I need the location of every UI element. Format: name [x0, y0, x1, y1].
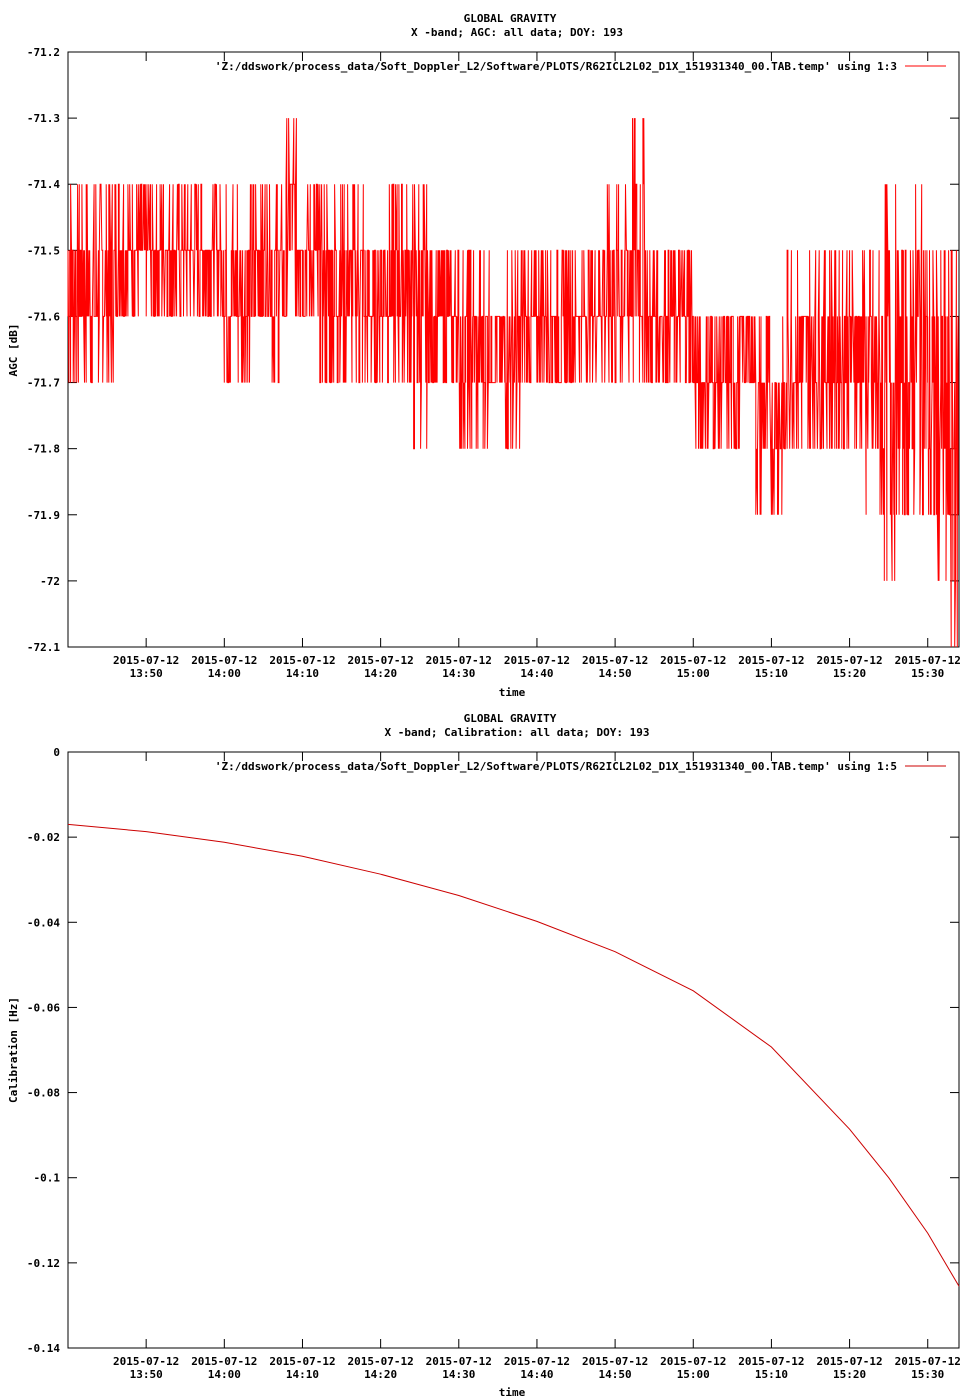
x-tick-time: 15:20 [833, 1368, 866, 1381]
x-tick-date: 2015-07-12 [348, 654, 414, 667]
x-tick-time: 15:10 [755, 1368, 788, 1381]
y-axis-label: AGC [dB] [7, 324, 20, 377]
y-tick-label: 0 [53, 746, 60, 759]
series-line [67, 118, 959, 648]
x-tick-time: 15:20 [833, 667, 866, 680]
y-tick-label: -0.14 [27, 1342, 60, 1355]
x-tick-time: 15:30 [911, 1368, 944, 1381]
x-tick-time: 14:30 [442, 1368, 475, 1381]
x-tick-date: 2015-07-12 [895, 1355, 961, 1368]
x-tick-date: 2015-07-12 [738, 654, 804, 667]
x-tick-time: 14:20 [364, 1368, 397, 1381]
x-tick-time: 15:00 [677, 1368, 710, 1381]
plot-frame [67, 51, 960, 648]
x-axis: 2015-07-1213:502015-07-1214:002015-07-12… [113, 752, 961, 1381]
x-axis: 2015-07-1213:502015-07-1214:002015-07-12… [113, 52, 961, 680]
y-tick-label: -71.2 [27, 46, 60, 59]
x-tick-date: 2015-07-12 [191, 1355, 257, 1368]
x-tick-date: 2015-07-12 [660, 654, 726, 667]
series-layer [67, 118, 959, 648]
x-tick-time: 14:00 [208, 1368, 241, 1381]
y-axis: 0 -0.02 -0.04 -0.06 -0.08 -0.1 -0.12 -0.14 [27, 746, 959, 1355]
y-tick-label: -0.04 [27, 916, 60, 929]
y-tick-label: -72.1 [27, 641, 60, 654]
y-tick-label: -71.9 [27, 509, 60, 522]
legend-entry: 'Z:/ddswork/process_data/Soft_Doppler_L2… [215, 760, 897, 773]
chart-subtitle: X -band; AGC: all data; DOY: 193 [411, 26, 623, 39]
x-tick-date: 2015-07-12 [269, 1355, 335, 1368]
chart-title: GLOBAL GRAVITY [464, 712, 557, 725]
x-tick-date: 2015-07-12 [426, 654, 492, 667]
x-tick-date: 2015-07-12 [895, 654, 961, 667]
y-tick-label: -0.02 [27, 831, 60, 844]
x-tick-time: 14:50 [599, 1368, 632, 1381]
x-tick-date: 2015-07-12 [504, 654, 570, 667]
x-tick-date: 2015-07-12 [113, 1355, 179, 1368]
y-tick-label: -71.8 [27, 443, 60, 456]
x-tick-time: 15:30 [911, 667, 944, 680]
plot-frame [67, 751, 960, 1349]
agc-chart: GLOBAL GRAVITY X -band; AGC: all data; D… [7, 12, 961, 699]
x-tick-date: 2015-07-12 [426, 1355, 492, 1368]
y-tick-label: -72 [40, 575, 60, 588]
x-tick-time: 13:50 [130, 667, 163, 680]
x-tick-date: 2015-07-12 [816, 654, 882, 667]
x-axis-label: time [499, 686, 526, 699]
x-tick-date: 2015-07-12 [660, 1355, 726, 1368]
x-tick-date: 2015-07-12 [113, 654, 179, 667]
x-tick-time: 14:40 [520, 1368, 553, 1381]
chart-subtitle: X -band; Calibration: all data; DOY: 193 [385, 726, 650, 739]
calibration-chart: GLOBAL GRAVITY X -band; Calibration: all… [7, 712, 961, 1399]
y-tick-label: -71.5 [27, 244, 60, 257]
chart-title: GLOBAL GRAVITY [464, 12, 557, 25]
x-tick-time: 14:10 [286, 667, 319, 680]
x-tick-time: 14:40 [520, 667, 553, 680]
x-tick-date: 2015-07-12 [816, 1355, 882, 1368]
x-tick-time: 14:00 [208, 667, 241, 680]
x-tick-date: 2015-07-12 [504, 1355, 570, 1368]
x-tick-date: 2015-07-12 [582, 1355, 648, 1368]
y-tick-label: -0.06 [27, 1001, 60, 1014]
x-tick-time: 13:50 [130, 1368, 163, 1381]
x-tick-time: 14:10 [286, 1368, 319, 1381]
series-line [67, 823, 960, 1287]
x-tick-date: 2015-07-12 [582, 654, 648, 667]
x-tick-time: 14:50 [599, 667, 632, 680]
x-axis-label: time [499, 1386, 526, 1399]
x-tick-time: 15:00 [677, 667, 710, 680]
x-tick-date: 2015-07-12 [269, 654, 335, 667]
y-tick-label: -71.6 [27, 310, 60, 323]
y-tick-label: -0.1 [34, 1172, 61, 1185]
y-axis-label: Calibration [Hz] [7, 997, 20, 1103]
x-tick-time: 14:30 [442, 667, 475, 680]
x-tick-date: 2015-07-12 [738, 1355, 804, 1368]
x-tick-time: 14:20 [364, 667, 397, 680]
y-tick-label: -0.08 [27, 1087, 60, 1100]
x-tick-date: 2015-07-12 [191, 654, 257, 667]
series-layer [67, 823, 960, 1287]
y-tick-label: -0.12 [27, 1257, 60, 1270]
x-tick-time: 15:10 [755, 667, 788, 680]
legend-entry: 'Z:/ddswork/process_data/Soft_Doppler_L2… [215, 60, 897, 73]
x-tick-date: 2015-07-12 [348, 1355, 414, 1368]
y-tick-label: -71.7 [27, 377, 60, 390]
y-tick-label: -71.3 [27, 112, 60, 125]
y-tick-label: -71.4 [27, 178, 60, 191]
